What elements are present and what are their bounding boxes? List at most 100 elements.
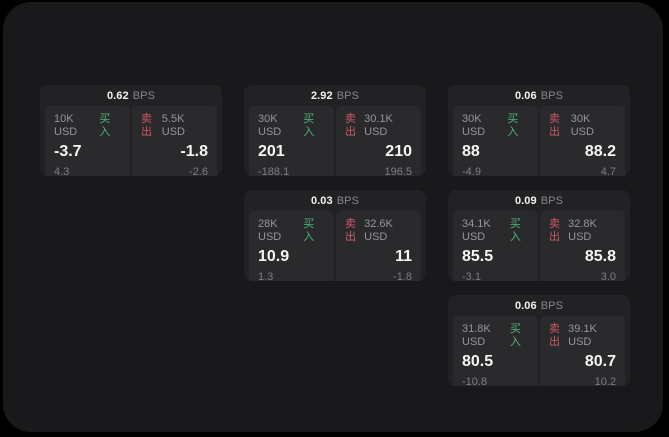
- sell-panel-header: 卖出 32.8K USD: [549, 218, 616, 244]
- buy-quote-value: 201: [258, 143, 285, 160]
- quote-card: 0.62 BPS 10K USD 买入 -3.7 4.3 卖出 5.5K USD…: [40, 85, 222, 176]
- buy-amount: 28K USD: [258, 218, 282, 243]
- buy-delta: -4.9: [462, 166, 481, 176]
- sell-quote-value: -1.8: [180, 143, 208, 160]
- buy-quote-value: -3.7: [54, 143, 82, 160]
- bps-value: 0.03: [310, 194, 333, 207]
- buy-quote-value: 88: [462, 143, 480, 160]
- buy-delta: -10.8: [462, 376, 488, 386]
- quote-card: 0.09 BPS 34.1K USD 买入 85.5 -3.1 卖出 32.8K…: [448, 190, 630, 281]
- buy-delta: -3.1: [462, 271, 481, 281]
- buy-panel-header: 28K USD 买入: [258, 218, 325, 244]
- bps-header: 0.03 BPS: [244, 190, 426, 211]
- sell-side-label: 卖出: [549, 218, 560, 243]
- sell-panel[interactable]: 卖出 30K USD 88.2 4.7: [540, 106, 625, 176]
- buy-quote-value: 80.5: [462, 353, 494, 370]
- buy-quote-value: 85.5: [462, 248, 494, 265]
- bps-header: 0.62 BPS: [40, 85, 222, 106]
- sell-delta: -1.8: [393, 271, 412, 281]
- buy-delta: 1.3: [258, 271, 274, 281]
- buy-quote-value: 10.9: [258, 248, 290, 265]
- bps-header: 2.92 BPS: [244, 85, 426, 106]
- bps-suffix: BPS: [336, 194, 360, 207]
- sell-quote-value: 11: [395, 248, 412, 265]
- sell-delta: 3.0: [600, 271, 616, 281]
- buy-panel-header: 34.1K USD 买入: [462, 218, 529, 244]
- buy-panel-header: 31.8K USD 买入: [462, 323, 529, 349]
- buy-panel-header: 30K USD 买入: [258, 113, 325, 139]
- buy-amount: 30K USD: [258, 113, 282, 138]
- bps-header: 0.06 BPS: [448, 295, 630, 316]
- buy-panel-header: 10K USD 买入: [54, 113, 121, 139]
- sell-panel-header: 卖出 32.6K USD: [345, 218, 412, 244]
- sell-panel[interactable]: 卖出 32.8K USD 85.8 3.0: [540, 211, 625, 281]
- buy-side-label: 买入: [99, 113, 111, 138]
- sell-panel-header: 卖出 30K USD: [549, 113, 616, 139]
- buy-side-label: 买入: [509, 218, 521, 243]
- sell-side-label: 卖出: [549, 323, 560, 348]
- bps-suffix: BPS: [132, 89, 156, 102]
- sell-quote-value: 85.8: [584, 248, 616, 265]
- quote-body: 30K USD 买入 201 -188.1 卖出 30.1K USD 210 1…: [244, 106, 426, 176]
- sell-quote-value: 210: [385, 143, 412, 160]
- buy-amount: 10K USD: [54, 113, 78, 138]
- bps-suffix: BPS: [540, 89, 564, 102]
- buy-amount: 30K USD: [462, 113, 486, 138]
- quote-body: 30K USD 买入 88 -4.9 卖出 30K USD 88.2 4.7: [448, 106, 630, 176]
- sell-delta: -2.6: [189, 166, 208, 176]
- sell-panel[interactable]: 卖出 32.6K USD 11 -1.8: [336, 211, 421, 281]
- sell-panel-header: 卖出 39.1K USD: [549, 323, 616, 349]
- sell-panel[interactable]: 卖出 39.1K USD 80.7 10.2: [540, 316, 625, 386]
- buy-panel[interactable]: 10K USD 买入 -3.7 4.3: [45, 106, 130, 176]
- sell-panel[interactable]: 卖出 30.1K USD 210 196.5: [336, 106, 421, 176]
- bps-suffix: BPS: [336, 89, 360, 102]
- sell-amount: 30K USD: [570, 113, 594, 138]
- sell-delta: 4.7: [600, 166, 616, 176]
- buy-side-label: 买入: [509, 323, 521, 348]
- buy-amount: 31.8K USD: [462, 323, 491, 348]
- bps-value: 2.92: [310, 89, 333, 102]
- sell-delta: 10.2: [594, 376, 616, 386]
- quote-grid: 0.62 BPS 10K USD 买入 -3.7 4.3 卖出 5.5K USD…: [40, 85, 630, 386]
- sell-amount: 32.6K USD: [364, 218, 393, 243]
- quote-card: 2.92 BPS 30K USD 买入 201 -188.1 卖出 30.1K …: [244, 85, 426, 176]
- bps-value: 0.06: [514, 299, 537, 312]
- buy-side-label: 买入: [303, 218, 315, 243]
- sell-amount: 39.1K USD: [568, 323, 597, 348]
- buy-panel[interactable]: 31.8K USD 买入 80.5 -10.8: [453, 316, 538, 386]
- sell-amount: 5.5K USD: [161, 113, 186, 138]
- bps-suffix: BPS: [540, 194, 564, 207]
- sell-side-label: 卖出: [345, 218, 356, 243]
- buy-delta: -188.1: [258, 166, 290, 176]
- sell-panel-header: 卖出 30.1K USD: [345, 113, 412, 139]
- sell-panel[interactable]: 卖出 5.5K USD -1.8 -2.6: [132, 106, 217, 176]
- buy-panel[interactable]: 30K USD 买入 88 -4.9: [453, 106, 538, 176]
- bps-header: 0.06 BPS: [448, 85, 630, 106]
- quote-card: 0.03 BPS 28K USD 买入 10.9 1.3 卖出 32.6K US…: [244, 190, 426, 281]
- buy-panel[interactable]: 30K USD 买入 201 -188.1: [249, 106, 334, 176]
- bps-header: 0.09 BPS: [448, 190, 630, 211]
- sell-amount: 30.1K USD: [364, 113, 393, 138]
- sell-quote-value: 80.7: [584, 353, 616, 370]
- quote-body: 31.8K USD 买入 80.5 -10.8 卖出 39.1K USD 80.…: [448, 316, 630, 386]
- sell-panel-header: 卖出 5.5K USD: [141, 113, 208, 139]
- buy-panel[interactable]: 34.1K USD 买入 85.5 -3.1: [453, 211, 538, 281]
- sell-delta: 196.5: [384, 166, 412, 176]
- sell-amount: 32.8K USD: [568, 218, 597, 243]
- quote-card: 0.06 BPS 31.8K USD 买入 80.5 -10.8 卖出 39.1…: [448, 295, 630, 386]
- buy-panel[interactable]: 28K USD 买入 10.9 1.3: [249, 211, 334, 281]
- quote-body: 10K USD 买入 -3.7 4.3 卖出 5.5K USD -1.8 -2.…: [40, 106, 222, 176]
- bps-value: 0.06: [514, 89, 537, 102]
- sell-side-label: 卖出: [549, 113, 560, 138]
- quote-body: 28K USD 买入 10.9 1.3 卖出 32.6K USD 11 -1.8: [244, 211, 426, 281]
- quote-body: 34.1K USD 买入 85.5 -3.1 卖出 32.8K USD 85.8…: [448, 211, 630, 281]
- bps-value: 0.62: [106, 89, 129, 102]
- buy-panel-header: 30K USD 买入: [462, 113, 529, 139]
- bps-suffix: BPS: [540, 299, 564, 312]
- buy-amount: 34.1K USD: [462, 218, 491, 243]
- sell-side-label: 卖出: [141, 113, 152, 138]
- sell-quote-value: 88.2: [584, 143, 616, 160]
- buy-delta: 4.3: [54, 166, 70, 176]
- buy-side-label: 买入: [303, 113, 315, 138]
- buy-side-label: 买入: [507, 113, 519, 138]
